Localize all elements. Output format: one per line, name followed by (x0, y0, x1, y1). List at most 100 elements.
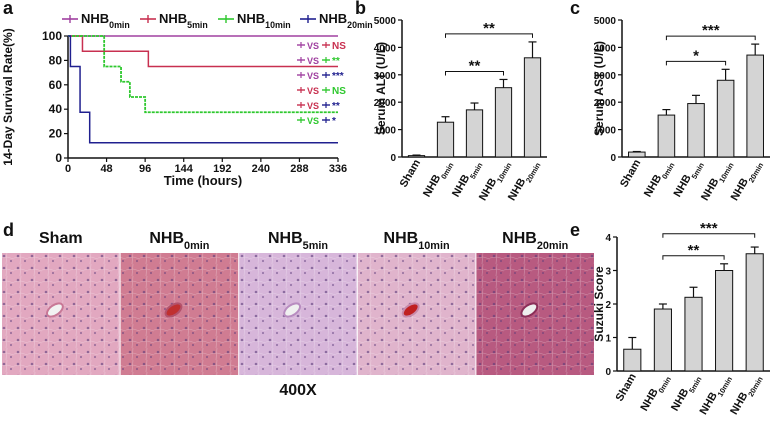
legend-label: NHB5min (159, 11, 208, 30)
histology-vessel (46, 302, 64, 318)
comparison-label: * (332, 116, 336, 127)
x-tick-label: NHB20min (729, 157, 765, 204)
significance-label: * (693, 47, 699, 64)
x-tick-label: 48 (100, 163, 112, 175)
image-label-base: NHB (384, 230, 419, 247)
significance-label: ** (688, 242, 700, 259)
y-tick-label: 0 (390, 153, 396, 164)
x-tick-label-base: Sham (398, 157, 423, 189)
bar (653, 308, 672, 372)
x-tick-label: Sham (398, 157, 423, 189)
x-tick-label-sub: 5min (687, 374, 704, 394)
bar (746, 54, 764, 158)
significance-label: ** (483, 20, 495, 37)
comparison-word: VS (307, 71, 319, 81)
panel-letter: d (3, 220, 14, 240)
x-tick-label: 288 (290, 163, 308, 175)
image-label-base: NHB (149, 230, 184, 247)
histology-texture (2, 253, 120, 375)
y-tick-label: 0 (605, 367, 611, 378)
significance-bracket (665, 35, 756, 41)
significance-bracket (445, 70, 504, 76)
significance-label: *** (700, 220, 718, 237)
x-tick-label-sub: 0min (656, 374, 673, 394)
y-tick-label: 0 (610, 153, 616, 164)
x-tick-label-sub: 10min (495, 160, 514, 184)
bar (628, 151, 646, 158)
legend-label-sub: 5min (187, 20, 208, 30)
x-tick-label: 336 (329, 163, 347, 175)
image-label-base: Sham (39, 230, 83, 247)
y-axis-title: Serum AST (U/L) (592, 41, 606, 136)
y-tick-label: 2000 (594, 98, 617, 109)
magnification-label: 400X (279, 382, 317, 399)
y-tick-label: 5000 (594, 16, 617, 27)
legend-label: NHB0min (81, 11, 130, 30)
bar (436, 121, 455, 158)
y-tick-label: 2 (605, 300, 611, 311)
panel-letter: a (3, 0, 14, 18)
y-tick-label: 3000 (594, 71, 617, 82)
x-tick-label-sub: 20min (746, 374, 765, 398)
image-label: NHB10min (384, 230, 450, 252)
y-axis-title: Suzuki Score (592, 266, 606, 342)
image-label-sub: 20min (537, 240, 568, 252)
comparison-word: VS (307, 86, 319, 96)
significance-bracket (662, 233, 756, 238)
x-tick-label-sub: 10min (715, 374, 734, 398)
histology-texture (357, 253, 476, 375)
histology-vessel (283, 302, 302, 318)
x-tick-label: 0 (65, 163, 71, 175)
comparison-word: VS (307, 116, 319, 126)
bar (716, 79, 735, 158)
y-tick-label: 100 (42, 29, 62, 43)
x-tick-label-sub: 20min (524, 160, 543, 184)
histology-texture (239, 253, 357, 375)
bar (407, 155, 426, 158)
y-tick-label: 40 (49, 102, 63, 116)
histology-texture (120, 253, 239, 375)
image-label-base: NHB (502, 230, 537, 247)
legend-label-sub: 0min (109, 20, 130, 30)
significance-label: *** (702, 22, 720, 39)
image-label: Sham (39, 230, 83, 247)
comparison-word: VS (307, 101, 319, 111)
image-label-base: NHB (268, 230, 303, 247)
comparison-word: VS (307, 41, 319, 51)
x-tick-label-sub: 0min (660, 160, 677, 180)
y-tick-label: 20 (49, 127, 63, 141)
comparison-word: VS (307, 56, 319, 66)
x-tick-label-sub: 20min (746, 160, 765, 184)
survival-line (68, 35, 338, 68)
x-tick-label: NHB20min (506, 157, 542, 204)
image-label: NHB5min (268, 230, 328, 252)
x-tick-label: Sham (614, 371, 639, 403)
legend-label-base: NHB (319, 11, 347, 26)
x-tick-label-base: Sham (614, 371, 639, 403)
legend-label-base: NHB (237, 11, 265, 26)
bar (684, 296, 703, 372)
x-tick-label: 96 (139, 163, 151, 175)
legend-label: NHB10min (237, 11, 291, 30)
x-tick-label: 144 (175, 163, 194, 175)
y-tick-label: 2000 (374, 98, 397, 109)
comparison-label: *** (332, 71, 344, 82)
bar (465, 109, 484, 158)
comparison-label: NS (332, 41, 346, 52)
y-tick-label: 4000 (374, 43, 397, 54)
image-label-sub: 0min (184, 240, 209, 252)
significance-label: ** (469, 57, 481, 74)
image-label: NHB20min (502, 230, 568, 252)
significance-bracket (662, 255, 725, 260)
panel-letter: c (570, 0, 580, 18)
legend-label-base: NHB (159, 11, 187, 26)
y-axis-title: Serum ALT (U/L) (374, 42, 388, 135)
x-tick-label-sub: 0min (439, 160, 456, 180)
panel-letter: e (570, 220, 580, 240)
significance-bracket (445, 33, 533, 38)
y-tick-label: 1 (605, 334, 611, 345)
y-axis-title: 14-Day Survival Rate(%) (1, 28, 15, 165)
x-tick-label-sub: 5min (468, 160, 485, 180)
histology-texture (476, 253, 594, 375)
histology-vessel (164, 302, 183, 318)
